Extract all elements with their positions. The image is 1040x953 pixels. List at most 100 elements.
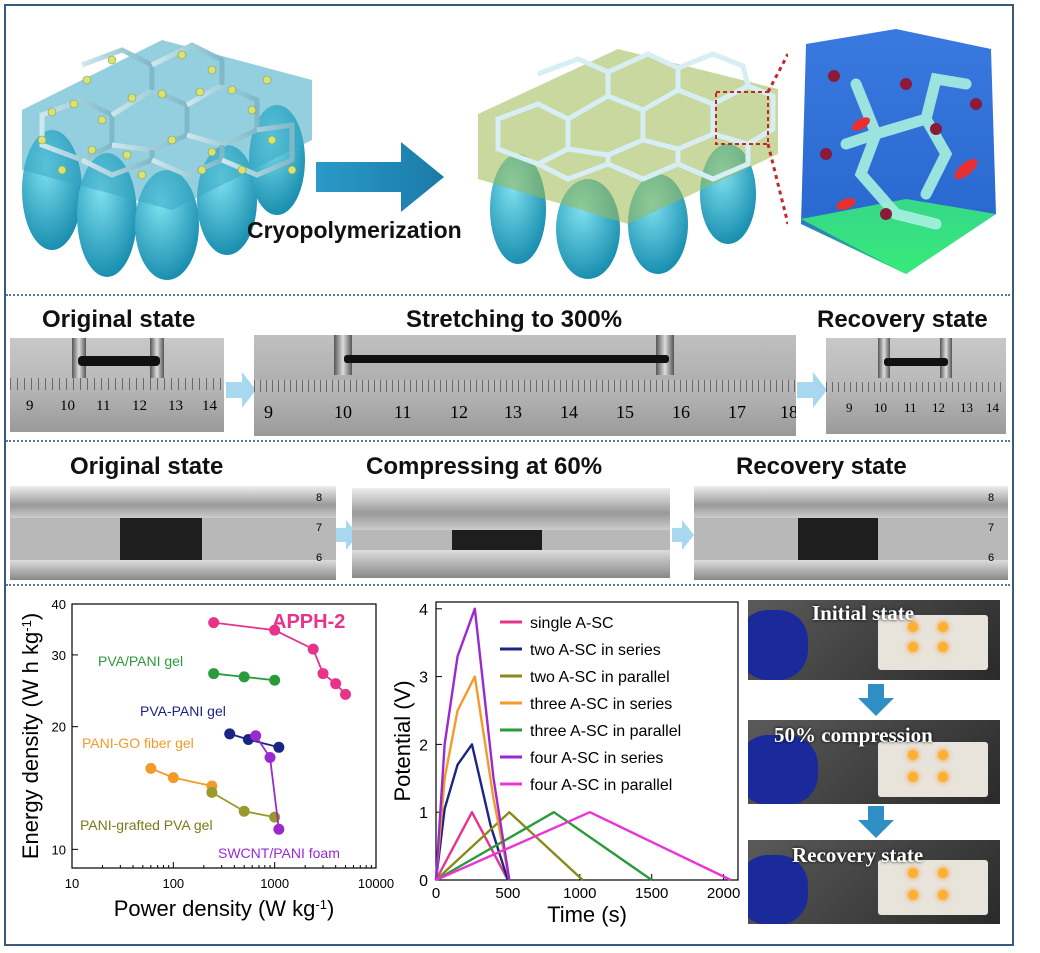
series-label: PANI-grafted PVA gel xyxy=(80,817,213,833)
y-tick-label: 3 xyxy=(419,670,428,687)
y-axis-label-sup: -1 xyxy=(19,620,34,632)
ruler-tick-label: 10 xyxy=(334,402,352,422)
led-light xyxy=(938,868,948,878)
gel-sample xyxy=(120,518,202,560)
glove-hand xyxy=(748,610,808,680)
clamp-left xyxy=(334,335,352,375)
data-point xyxy=(208,617,220,629)
data-point xyxy=(269,624,281,636)
series-line xyxy=(434,810,509,881)
ruler-tick-label: 9 xyxy=(846,400,853,415)
ruler: 9 10 11 12 13 14 xyxy=(10,378,224,432)
data-point xyxy=(307,643,319,655)
y-tick-label: 30 xyxy=(52,648,66,663)
data-point xyxy=(208,668,220,680)
led-photo-recovery xyxy=(748,840,1000,924)
legend-label: four A-SC in parallel xyxy=(530,777,672,794)
data-point xyxy=(269,674,281,686)
lower-plate xyxy=(694,560,1008,580)
series-label: APPH-2 xyxy=(272,611,345,633)
led-light xyxy=(938,750,948,760)
y-tick-label: 0 xyxy=(419,873,428,890)
stretch-photo-original: 9 10 11 12 13 14 xyxy=(10,338,224,432)
scale-tick-label: 8 xyxy=(316,492,323,504)
ruler-tick-label: 11 xyxy=(394,402,412,422)
led-down-arrow-2 xyxy=(858,806,894,838)
led-initial-label: Initial state xyxy=(812,601,915,625)
separator-3 xyxy=(6,584,1010,586)
scale-tick-label: 7 xyxy=(988,522,995,534)
cryopolymerization-label: Cryopolymerization xyxy=(247,217,462,243)
upper-plate xyxy=(10,486,336,518)
ruler-tick-label: 12 xyxy=(132,398,147,414)
legend-label: two A-SC in series xyxy=(530,642,661,659)
gcd-chart: 0 500 1000 1500 2000 0 1 2 3 4 Time (s) Potential (… xyxy=(390,601,740,927)
stretch-arrow-2 xyxy=(797,372,827,408)
led-photo-initial xyxy=(748,600,1000,680)
data-point xyxy=(339,688,351,700)
x-tick-label: 10000 xyxy=(358,876,394,891)
stretch-original-label: Original state xyxy=(42,306,196,333)
y-tick-label: 20 xyxy=(52,720,66,735)
ruler-tick-label: 15 xyxy=(616,402,634,422)
ruler-tick-label: 17 xyxy=(728,402,746,422)
ruler-tick-label: 10 xyxy=(60,398,75,414)
led-photo-compression xyxy=(748,720,1000,804)
stretch-photo-stretched: 9 10 11 12 13 14 15 16 17 18 xyxy=(254,335,796,436)
x-tick-label: 500 xyxy=(495,885,520,902)
stretch-recovery-label: Recovery state xyxy=(817,306,988,333)
compress-photo-original: 8 7 6 xyxy=(10,486,336,580)
y-axis-label-end: ) xyxy=(18,613,43,620)
series-line xyxy=(435,810,653,882)
plot-frame xyxy=(435,601,739,881)
led-light xyxy=(938,642,948,652)
ragone-chart: 10 100 1000 10000 10 20 30 40 Power density (W k… xyxy=(18,597,394,921)
ruler-tick-label: 14 xyxy=(986,400,999,415)
compress-recovery-label: Recovery state xyxy=(736,453,907,480)
gel-sample xyxy=(798,518,878,560)
upper-plate xyxy=(694,486,1008,518)
data-point xyxy=(224,728,236,740)
y-axis-label: Potential (V) xyxy=(390,680,415,801)
series-line xyxy=(213,621,347,696)
y-tick-label: 10 xyxy=(52,842,66,857)
ruler-tick-label: 11 xyxy=(904,400,917,415)
ruler-tick-label: 14 xyxy=(560,402,578,422)
y-tick-label: 1 xyxy=(419,805,428,822)
y-tick-label: 40 xyxy=(52,597,66,612)
ruler-tick-label: 9 xyxy=(264,402,273,422)
series-line xyxy=(434,607,511,881)
stretch-arrow-1 xyxy=(226,372,256,408)
led-light xyxy=(938,890,948,900)
x-axis-label: Time (s) xyxy=(547,902,627,927)
ruler-tick-label: 9 xyxy=(26,398,34,414)
compress-photo-recovery: 8 7 6 xyxy=(694,486,1008,580)
y-tick-label: 2 xyxy=(419,737,428,754)
series-line xyxy=(435,810,584,881)
data-point xyxy=(264,752,276,764)
legend-label: two A-SC in parallel xyxy=(530,669,670,686)
gel-sample xyxy=(884,358,948,366)
ruler-tick-label: 11 xyxy=(96,398,111,414)
scaffold-illustration-right xyxy=(478,49,788,279)
scale-tick-label: 8 xyxy=(988,492,995,504)
scale-tick-label: 7 xyxy=(316,522,323,534)
hydrogel-network-zoom xyxy=(801,29,996,274)
led-compression-label: 50% compression xyxy=(774,723,933,747)
x-axis-label: Power density (W kg-1) xyxy=(114,896,335,921)
data-point xyxy=(273,823,285,835)
y-tick-label: 4 xyxy=(419,602,428,619)
data-point xyxy=(317,668,329,680)
stretching-label: Stretching to 300% xyxy=(406,306,623,333)
legend-label: four A-SC in series xyxy=(530,750,663,767)
y-axis-label: Energy density (W h kg-1) xyxy=(18,613,43,859)
data-point xyxy=(330,678,342,690)
led-light xyxy=(908,622,918,632)
led-light xyxy=(908,642,918,652)
stretch-photo-recovery: 9 10 11 12 13 14 xyxy=(826,338,1006,434)
breadboard xyxy=(878,615,988,670)
series-line xyxy=(150,767,213,787)
series-label: PVA/PANI gel xyxy=(98,653,183,669)
scaffold-illustration-left xyxy=(22,40,312,280)
data-point xyxy=(206,786,218,798)
